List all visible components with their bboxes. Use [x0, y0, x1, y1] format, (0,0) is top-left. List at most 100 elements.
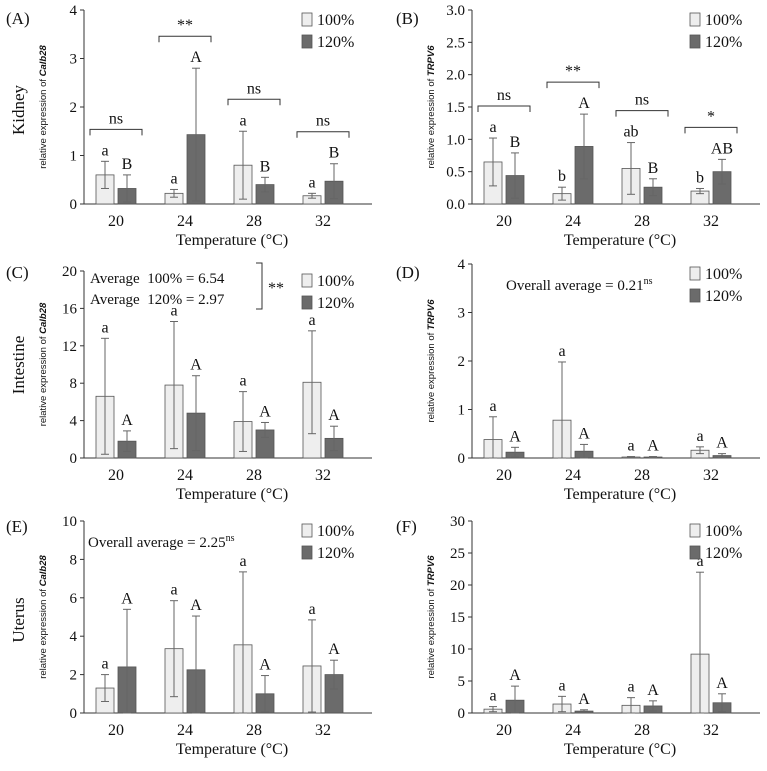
significance-letter: a [239, 373, 246, 390]
significance-letter: a [489, 119, 496, 136]
x-tick-label: 28 [246, 467, 262, 484]
x-axis-label: Temperature (°C) [564, 741, 676, 758]
chart-panel-1: (B) 0.0 0.5 1.0 1.5 2.0 2.5 3.0 relative express… [396, 3, 760, 249]
significance-letter: A [328, 407, 340, 424]
legend-label-120: 120% [317, 295, 354, 312]
y-tick-label: 4 [70, 629, 78, 645]
average-annotation: Average 100% = 6.54 [90, 271, 225, 287]
significance-letter: a [696, 428, 703, 445]
y-tick-label: 3.0 [446, 3, 465, 19]
comparison-label: ns [109, 110, 123, 127]
y-tick-label: 25 [450, 546, 465, 562]
legend-label-120: 120% [705, 545, 742, 562]
chart-panel-3: (D) 0 1 2 3 4 relative expression of TRPV6 20 24… [396, 257, 760, 503]
significance-letter: B [260, 158, 271, 175]
y-tick-label: 0 [70, 706, 78, 722]
x-tick-label: 32 [703, 467, 719, 484]
significance-letter: A [509, 667, 521, 684]
legend-swatch-120 [689, 288, 701, 303]
x-tick-label: 20 [496, 722, 512, 739]
y-tick-label: 1 [70, 149, 78, 165]
y-tick-label: 0 [70, 451, 78, 467]
legend-label-100: 100% [705, 266, 742, 283]
overall-average-annotation: Overall average = 2.25ns [88, 533, 235, 551]
y-tick-label: 4 [458, 257, 466, 273]
overall-average-annotation: Overall average = 0.21ns [506, 276, 653, 294]
legend-label-120: 120% [705, 288, 742, 305]
y-tick-label: 12 [62, 339, 77, 355]
row-label-kidney: Kidney [9, 84, 28, 135]
average-bracket [256, 262, 263, 310]
y-axis-label: relative expression of Calb28 [38, 302, 49, 426]
panel-label: (F) [396, 517, 417, 536]
x-tick-label: 32 [315, 467, 331, 484]
chart-panel-0: (A) 0 1 2 3 4 relative expression of Calb28 20 2… [6, 3, 372, 249]
legend-label-120: 120% [705, 34, 742, 51]
row-labels: Kidney Intestine Uterus [9, 84, 28, 642]
significance-letter: a [558, 677, 565, 694]
x-tick-label: 20 [108, 213, 124, 230]
significance-letter: a [489, 398, 496, 415]
significance-letter: a [308, 312, 315, 329]
y-tick-label: 2.5 [446, 35, 465, 51]
significance-letter: A [578, 425, 590, 442]
legend-swatch-100 [301, 12, 313, 27]
significance-letter: A [121, 412, 133, 429]
x-axis-label: Temperature (°C) [564, 232, 676, 249]
x-axis-label: Temperature (°C) [564, 486, 676, 503]
x-tick-label: 20 [496, 213, 512, 230]
y-tick-label: 3 [70, 52, 78, 68]
significance-letter: a [101, 319, 108, 336]
x-axis-label: Temperature (°C) [176, 741, 288, 758]
legend-label-120: 120% [317, 545, 354, 562]
y-tick-label: 4 [70, 414, 78, 430]
row-label-intestine: Intestine [9, 336, 28, 395]
average-annotation: Average 120% = 2.97 [90, 292, 225, 308]
significance-letter: A [578, 95, 590, 112]
comparison-label: ns [247, 80, 261, 97]
legend-swatch-120 [689, 34, 701, 49]
y-axis-label: relative expression of TRPV6 [426, 299, 437, 423]
significance-letter: B [510, 134, 521, 151]
x-tick-label: 28 [246, 722, 262, 739]
legend-swatch-120 [301, 34, 313, 49]
y-tick-label: 4 [70, 3, 78, 19]
significance-letter: a [308, 174, 315, 191]
significance-letter: a [239, 112, 246, 129]
legend-label-100: 100% [317, 273, 354, 290]
legend-swatch-100 [689, 12, 701, 27]
comparison-label: ** [177, 17, 193, 34]
x-axis-label: Temperature (°C) [176, 486, 288, 503]
chart-panel-5: (F) 0 5 10 15 20 25 30 relative expression of TR… [396, 514, 760, 758]
legend-swatch-100 [689, 266, 701, 281]
significance-letter: a [170, 302, 177, 319]
y-tick-label: 16 [62, 301, 78, 317]
y-tick-label: 0 [458, 451, 466, 467]
comparison-bracket [615, 110, 669, 117]
y-tick-label: 15 [450, 610, 465, 626]
x-tick-label: 32 [703, 722, 719, 739]
legend-swatch-120 [689, 545, 701, 560]
y-tick-label: 2 [70, 100, 78, 116]
y-tick-label: 2.0 [446, 68, 465, 84]
y-axis-label: relative expression of Calb28 [38, 44, 49, 168]
significance-letter: B [122, 156, 133, 173]
comparison-bracket [546, 81, 600, 89]
comparison-label: ns [316, 113, 330, 130]
x-tick-label: 28 [634, 213, 650, 230]
x-tick-label: 32 [703, 213, 719, 230]
comparison-bracket [89, 128, 143, 136]
comparison-label: ns [635, 92, 649, 109]
y-tick-label: 5 [458, 674, 466, 690]
y-tick-label: 8 [70, 376, 78, 392]
y-tick-label: 0.5 [446, 165, 465, 181]
x-tick-label: 20 [496, 467, 512, 484]
panel-label: (A) [6, 9, 30, 28]
comparison-bracket [296, 131, 350, 138]
y-tick-label: 0 [70, 197, 78, 213]
panel-label: (C) [6, 263, 29, 282]
y-axis-label: relative expression of TRPV6 [426, 555, 437, 679]
significance-letter: A [328, 641, 340, 658]
y-tick-label: 1.0 [446, 132, 465, 148]
